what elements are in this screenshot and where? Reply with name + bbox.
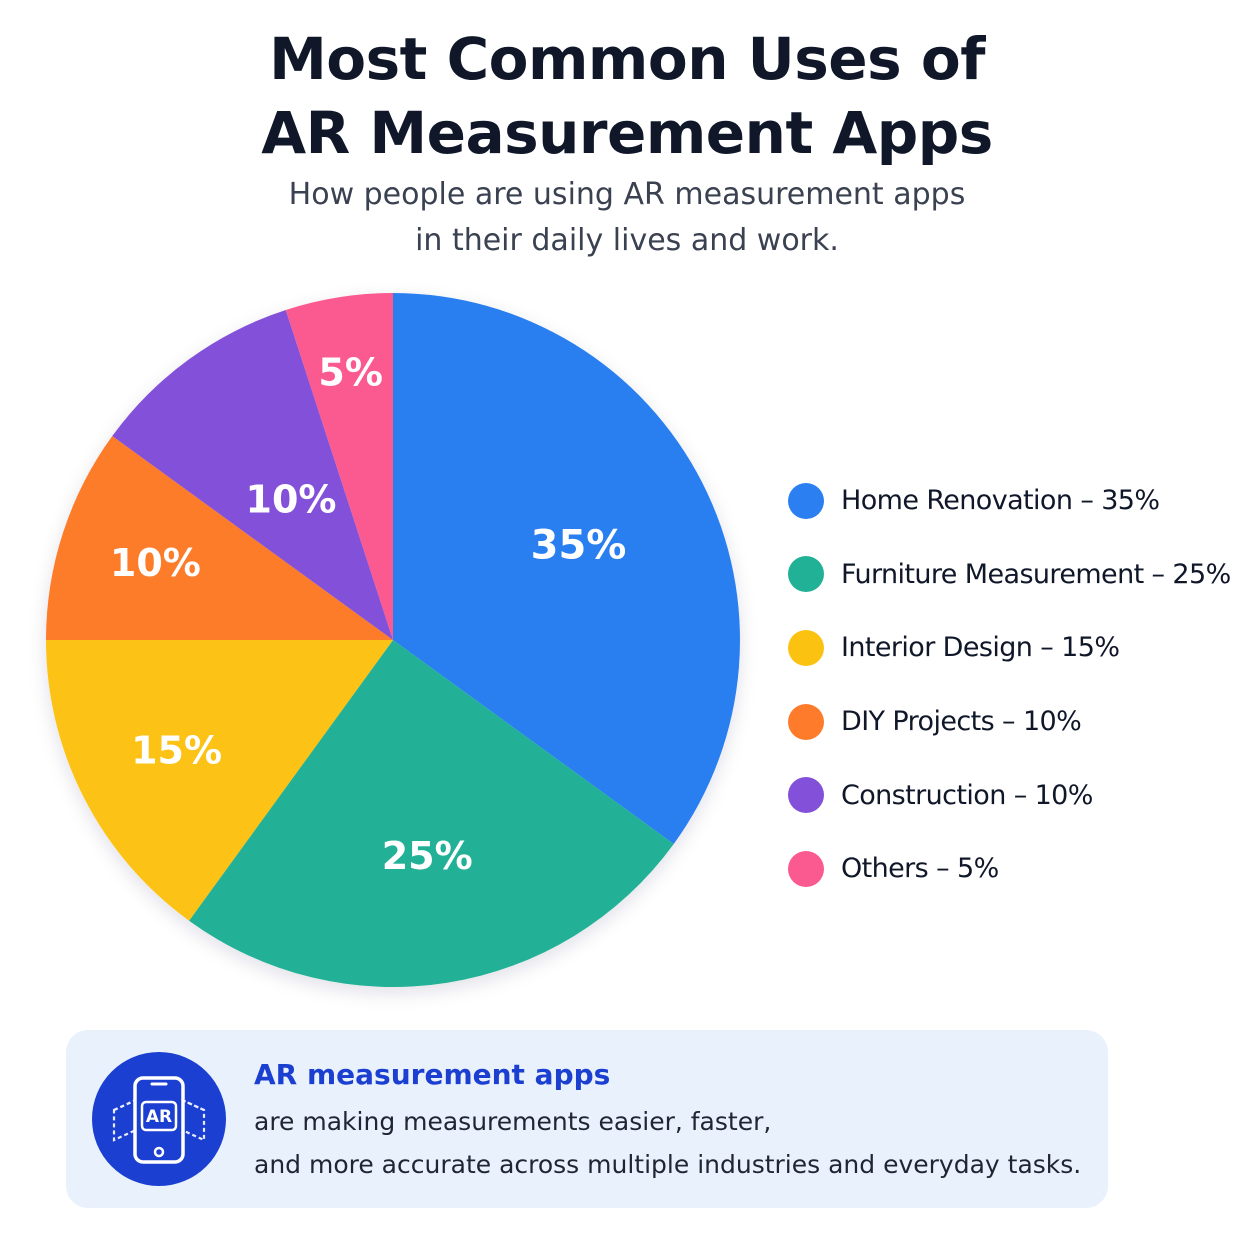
pie-value-labels: 35% 25% 15% 10% 10% 5% xyxy=(110,351,626,878)
chart-subtitle-line-2: in their daily lives and work. xyxy=(415,223,839,258)
pie-label-construction: 10% xyxy=(246,478,337,522)
chart-title: Most Common Uses of AR Measurement Apps xyxy=(0,22,1254,170)
pie-label-furniture-measurement: 25% xyxy=(382,834,473,878)
legend-label: Others – 5% xyxy=(841,853,999,885)
legend-item-others: Others – 5% xyxy=(788,832,1238,906)
legend-label: Furniture Measurement – 25% xyxy=(841,558,1231,590)
legend-label: Construction – 10% xyxy=(841,779,1093,811)
legend-swatch xyxy=(788,482,824,519)
pie-label-interior-design: 15% xyxy=(131,728,222,772)
legend-swatch xyxy=(788,556,824,593)
pie-slice-construction xyxy=(112,309,393,640)
chart-legend: Home Renovation – 35% Furniture Measureme… xyxy=(788,464,1238,906)
callout-heading: AR measurement apps xyxy=(254,1058,611,1091)
legend-swatch xyxy=(788,703,824,740)
ar-icon-text: AR xyxy=(146,1107,172,1127)
legend-swatch xyxy=(788,850,824,887)
legend-item-furniture-measurement: Furniture Measurement – 25% xyxy=(788,538,1238,612)
legend-swatch xyxy=(788,629,824,666)
chart-subtitle: How people are using AR measurement apps… xyxy=(0,172,1254,264)
pie-slice-diy-projects xyxy=(46,436,393,640)
legend-label: Home Renovation – 35% xyxy=(841,485,1160,517)
legend-label: Interior Design – 15% xyxy=(841,632,1120,664)
pie-chart: 35% 25% 15% 10% 10% 5% xyxy=(46,293,740,987)
pie-label-diy-projects: 10% xyxy=(110,541,201,585)
legend-item-diy-projects: DIY Projects – 10% xyxy=(788,685,1238,759)
pie-slice-interior-design xyxy=(46,640,393,921)
callout-text: are making measurements easier, faster, … xyxy=(254,1100,1081,1186)
chart-title-line-1: Most Common Uses of xyxy=(269,25,985,93)
callout-text-line-2: and more accurate across multiple indust… xyxy=(254,1150,1082,1179)
pie-label-others: 5% xyxy=(318,351,383,395)
info-callout: AR AR measurement apps are making measur… xyxy=(66,1030,1108,1208)
pie-slice-furniture-measurement xyxy=(189,640,674,987)
pie-slice-home-renovation xyxy=(393,293,740,844)
legend-swatch xyxy=(788,777,824,814)
ar-phone-icon: AR xyxy=(92,1052,226,1186)
pie-slice-others xyxy=(285,293,393,640)
legend-item-construction: Construction – 10% xyxy=(788,758,1238,832)
callout-text-line-1: are making measurements easier, faster, xyxy=(254,1107,772,1136)
chart-title-line-2: AR Measurement Apps xyxy=(261,99,993,167)
legend-item-interior-design: Interior Design – 15% xyxy=(788,611,1238,685)
pie-slices xyxy=(46,293,740,987)
legend-label: DIY Projects – 10% xyxy=(841,706,1082,738)
legend-item-home-renovation: Home Renovation – 35% xyxy=(788,464,1238,538)
pie-label-home-renovation: 35% xyxy=(531,522,627,568)
chart-subtitle-line-1: How people are using AR measurement apps xyxy=(288,177,966,212)
